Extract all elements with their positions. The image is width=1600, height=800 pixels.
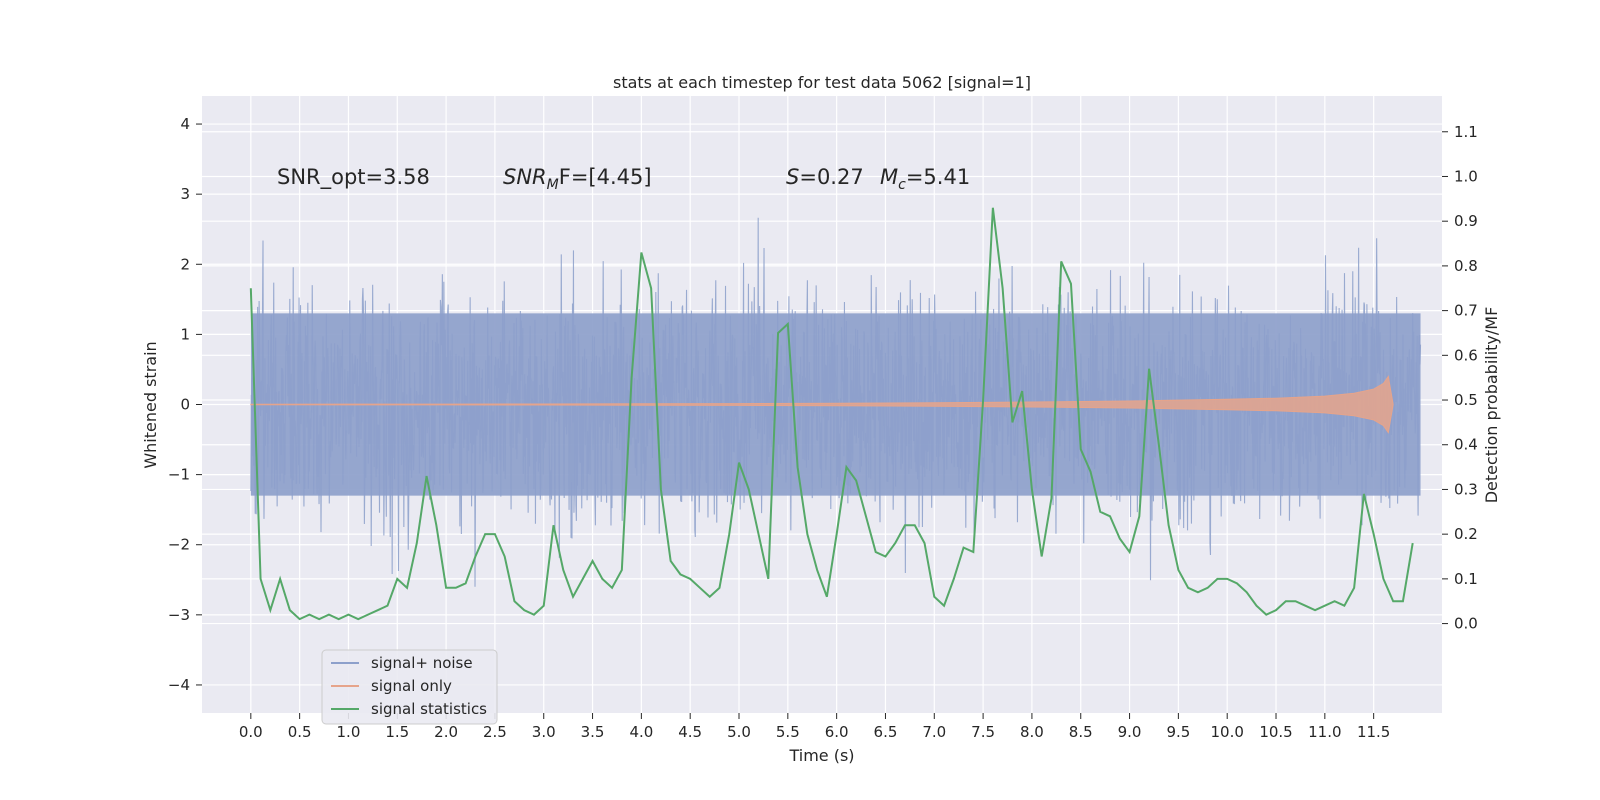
y-right-tick-label: 0.1 bbox=[1454, 570, 1478, 588]
x-tick-label: 3.5 bbox=[581, 723, 605, 741]
x-tick-label: 10.0 bbox=[1210, 723, 1243, 741]
x-tick-label: 6.5 bbox=[874, 723, 898, 741]
y-left-tick-label: −3 bbox=[168, 606, 190, 624]
x-tick-label: 8.5 bbox=[1069, 723, 1093, 741]
x-tick-label: 11.5 bbox=[1357, 723, 1390, 741]
y-right-tick-label: 0.6 bbox=[1454, 346, 1478, 364]
legend: signal+ noise signal only signal statist… bbox=[321, 649, 498, 725]
x-tick-label: 5.5 bbox=[776, 723, 800, 741]
y-right-tick-label: 0.8 bbox=[1454, 257, 1478, 275]
y-right-tick-label: 0.9 bbox=[1454, 212, 1478, 230]
y-right-tick-label: 1.0 bbox=[1454, 167, 1478, 185]
x-tick-label: 6.0 bbox=[825, 723, 849, 741]
x-tick-label: 4.5 bbox=[678, 723, 702, 741]
legend-label-signal: signal only bbox=[371, 677, 452, 695]
x-tick-label: 4.0 bbox=[629, 723, 653, 741]
chart-title: stats at each timestep for test data 506… bbox=[613, 73, 1031, 92]
y-left-axis-ticks: 4 3 2 1 0 −1 −2 −3 −4 bbox=[168, 115, 202, 694]
y-right-tick-label: 0.7 bbox=[1454, 302, 1478, 320]
y-left-axis-label: Whitened strain bbox=[141, 341, 160, 468]
x-tick-label: 0.0 bbox=[239, 723, 263, 741]
x-tick-label: 0.5 bbox=[288, 723, 312, 741]
y-right-tick-label: 0.2 bbox=[1454, 525, 1478, 543]
y-left-tick-label: −4 bbox=[168, 676, 190, 694]
x-axis-ticks: 0.0 0.5 1.0 1.5 2.0 2.5 3.0 3.5 4.0 4.5 5.0 5.5 6.0 6… bbox=[239, 713, 1390, 741]
x-tick-label: 3.0 bbox=[532, 723, 556, 741]
x-tick-label: 1.5 bbox=[385, 723, 409, 741]
x-tick-label: 7.5 bbox=[971, 723, 995, 741]
snr-opt-annotation: SNR_opt=3.58 bbox=[277, 165, 430, 190]
x-tick-label: 10.5 bbox=[1259, 723, 1292, 741]
signal-series bbox=[250, 375, 1394, 434]
annotations: SNR_opt=3.58 SNRMF=[4.45] S=0.27 Mc=5.41 bbox=[277, 165, 970, 193]
plot-area bbox=[202, 96, 1442, 713]
y-left-tick-label: 4 bbox=[180, 115, 190, 133]
x-tick-label: 1.0 bbox=[337, 723, 361, 741]
x-tick-label: 5.0 bbox=[727, 723, 751, 741]
x-axis-label: Time (s) bbox=[788, 746, 854, 765]
y-left-tick-label: 0 bbox=[180, 396, 190, 414]
stat-series bbox=[249, 207, 1414, 621]
legend-frame bbox=[321, 649, 498, 725]
y-right-axis-label: Detection probability/MF bbox=[1482, 307, 1501, 504]
snr-mf-annotation: SNRMF=[4.45] bbox=[503, 165, 652, 193]
legend-label-stat: signal statistics bbox=[371, 700, 487, 718]
x-tick-label: 2.5 bbox=[483, 723, 507, 741]
x-tick-label: 2.0 bbox=[434, 723, 458, 741]
x-tick-label: 9.5 bbox=[1166, 723, 1190, 741]
mc-annotation: Mc=5.41 bbox=[880, 165, 970, 193]
y-left-tick-label: 1 bbox=[180, 325, 190, 343]
s-annotation: S=0.27 bbox=[786, 165, 864, 189]
x-tick-label: 7.0 bbox=[922, 723, 946, 741]
y-left-tick-label: 3 bbox=[180, 185, 190, 203]
y-left-tick-label: −2 bbox=[168, 536, 190, 554]
x-tick-label: 8.0 bbox=[1020, 723, 1044, 741]
legend-label-noise: signal+ noise bbox=[371, 654, 473, 672]
y-right-tick-label: 0.4 bbox=[1454, 436, 1478, 454]
x-tick-label: 9.0 bbox=[1118, 723, 1142, 741]
y-right-axis-ticks: 1.1 1.0 0.9 0.8 0.7 0.6 0.5 0.4 0.3 0.2 0.1 0.0 bbox=[1442, 123, 1478, 633]
y-right-tick-label: 0.5 bbox=[1454, 391, 1478, 409]
y-left-tick-label: −1 bbox=[168, 466, 190, 484]
y-right-tick-label: 1.1 bbox=[1454, 123, 1478, 141]
y-right-tick-label: 0.3 bbox=[1454, 480, 1478, 498]
y-left-tick-label: 2 bbox=[180, 255, 190, 273]
y-right-tick-label: 0.0 bbox=[1454, 615, 1478, 633]
x-tick-label: 11.0 bbox=[1308, 723, 1341, 741]
